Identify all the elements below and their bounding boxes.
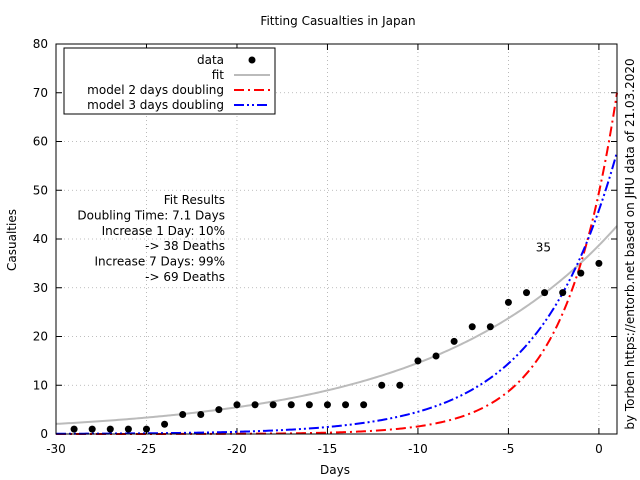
series-model-3-days-doubling-line	[56, 151, 618, 435]
x-tick-label: -30	[46, 442, 66, 456]
y-tick-label: 60	[33, 135, 48, 149]
x-tick-label: -15	[318, 442, 338, 456]
data-point	[504, 298, 512, 306]
y-tick-label: 20	[33, 330, 48, 344]
data-point	[305, 401, 313, 409]
y-tick-label: 40	[33, 232, 48, 246]
data-point	[88, 425, 96, 433]
fit-results-line: Increase 7 Days: 99%	[94, 255, 225, 269]
data-point	[106, 425, 114, 433]
data-point	[233, 401, 241, 409]
data-point	[396, 381, 404, 389]
data-point	[197, 411, 205, 418]
grid	[56, 44, 617, 434]
data-point	[360, 401, 368, 409]
data-point	[523, 289, 531, 297]
data-point	[450, 337, 458, 345]
x-axis: -30 -25 -20 -15 -10 -5 0	[46, 44, 603, 456]
data-point	[179, 411, 187, 418]
point-label: 35	[536, 240, 551, 254]
y-tick-label: 30	[33, 281, 48, 295]
fit-results-line: Fit Results	[164, 193, 225, 207]
data-point	[124, 425, 132, 433]
plot-frame	[55, 43, 618, 435]
legend-box	[63, 47, 276, 115]
x-tick-label: -5	[502, 442, 514, 456]
series-model-2-days-doubling-line	[56, 92, 618, 435]
data-point	[595, 259, 603, 267]
data-point	[269, 401, 277, 409]
data-point	[486, 323, 494, 331]
legend-label: fit	[212, 68, 225, 82]
x-tick-label: -10	[408, 442, 428, 456]
credit-text: by Torben https://entorb.net based on JH…	[623, 58, 637, 429]
y-tick-label: 70	[33, 86, 48, 100]
data-point	[342, 401, 350, 409]
y-axis: 0 10 20 30 40 50 60 70 80	[33, 37, 617, 441]
data-point	[432, 352, 440, 360]
x-axis-label: Days	[320, 463, 350, 477]
legend-label: model 2 days doubling	[87, 83, 224, 97]
data-point	[161, 420, 169, 428]
legend-label: data	[197, 53, 224, 67]
fit-results-line: -> 38 Deaths	[145, 239, 225, 253]
data-point	[559, 289, 567, 297]
data-point	[323, 401, 331, 409]
fit-results-line: Increase 1 Day: 10%	[102, 224, 225, 238]
data-point	[70, 425, 78, 433]
data-point	[577, 269, 585, 277]
data-point	[468, 323, 476, 331]
data-point	[215, 406, 223, 414]
x-tick-label: -20	[227, 442, 247, 456]
y-tick-label: 80	[33, 37, 48, 51]
series-fit-line	[55, 225, 618, 425]
y-tick-label: 0	[40, 427, 48, 441]
plot-area	[55, 92, 618, 435]
legend-marker	[248, 56, 256, 64]
legend-label: model 3 days doubling	[87, 98, 224, 112]
fit-results-line: -> 69 Deaths	[145, 270, 225, 284]
data-point	[378, 381, 386, 389]
fit-results-line: Doubling Time: 7.1 Days	[77, 208, 225, 222]
data-point	[541, 289, 549, 297]
x-tick-label: 0	[595, 442, 603, 456]
y-tick-label: 10	[33, 378, 48, 392]
chart-title: Fitting Casualties in Japan	[260, 14, 415, 28]
data-point	[142, 425, 150, 433]
data-point	[287, 401, 295, 409]
y-tick-label: 50	[33, 183, 48, 197]
y-axis-label: Casualties	[5, 209, 19, 271]
x-tick-label: -25	[137, 442, 157, 456]
data-point	[414, 357, 422, 365]
data-point	[251, 401, 259, 409]
